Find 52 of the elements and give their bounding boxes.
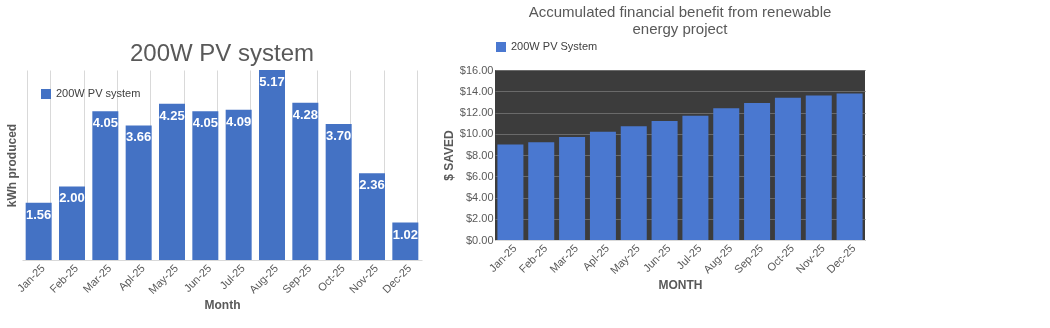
bar — [25, 202, 52, 260]
bar — [259, 70, 285, 260]
bar — [225, 109, 252, 260]
chart-title: 200W PV system — [129, 39, 315, 66]
y-tick-label: $0.00 — [465, 233, 494, 246]
data-label: 2.00 — [59, 190, 85, 206]
x-axis-title: Month — [204, 298, 241, 313]
data-label: 4.09 — [226, 113, 252, 129]
data-label: 5.17 — [259, 74, 285, 89]
x-axis-title: MONTH — [658, 278, 703, 293]
bar — [651, 121, 678, 240]
data-label: 2.36 — [359, 177, 385, 193]
y-axis-title: kWh produced — [4, 123, 19, 208]
y-tick-label: $12.00 — [459, 106, 494, 118]
data-label: 1.02 — [392, 226, 418, 242]
bar — [292, 102, 319, 260]
data-label: 1.56 — [26, 206, 52, 222]
y-tick-label: $6.00 — [465, 169, 494, 182]
data-label: 3.70 — [326, 128, 352, 144]
data-label: 3.66 — [126, 129, 152, 145]
bar — [620, 126, 647, 240]
chart-title: Accumulated financial benefit from renewable energy project — [528, 3, 832, 37]
bar — [92, 111, 119, 260]
legend-label: 200W PV system — [56, 87, 141, 99]
y-tick-label: $14.00 — [459, 84, 494, 97]
bar — [589, 131, 616, 240]
y-tick-label: $10.00 — [459, 127, 494, 140]
bar — [59, 186, 85, 260]
data-label: 4.05 — [192, 115, 218, 131]
data-label: 4.25 — [159, 107, 185, 123]
legend-label: 200W PV System — [511, 40, 598, 52]
bar — [325, 124, 352, 260]
bar — [805, 95, 832, 240]
bar — [497, 144, 524, 240]
bar — [713, 108, 740, 240]
bar — [744, 102, 771, 240]
bar — [359, 173, 385, 260]
bar — [682, 115, 709, 240]
bar — [192, 111, 219, 260]
bar — [774, 97, 801, 240]
bar — [528, 142, 555, 240]
bar — [559, 136, 586, 240]
y-axis-title: $ SAVED — [441, 129, 456, 181]
data-label: 4.28 — [292, 106, 318, 122]
y-tick-label: $16.00 — [459, 63, 494, 76]
bar — [836, 93, 863, 240]
bar — [125, 125, 152, 260]
data-label: 4.05 — [92, 115, 118, 131]
y-tick-label: $4.00 — [465, 191, 494, 203]
y-tick-label: $8.00 — [465, 148, 494, 161]
bar — [159, 103, 185, 260]
y-tick-label: $2.00 — [465, 212, 494, 225]
